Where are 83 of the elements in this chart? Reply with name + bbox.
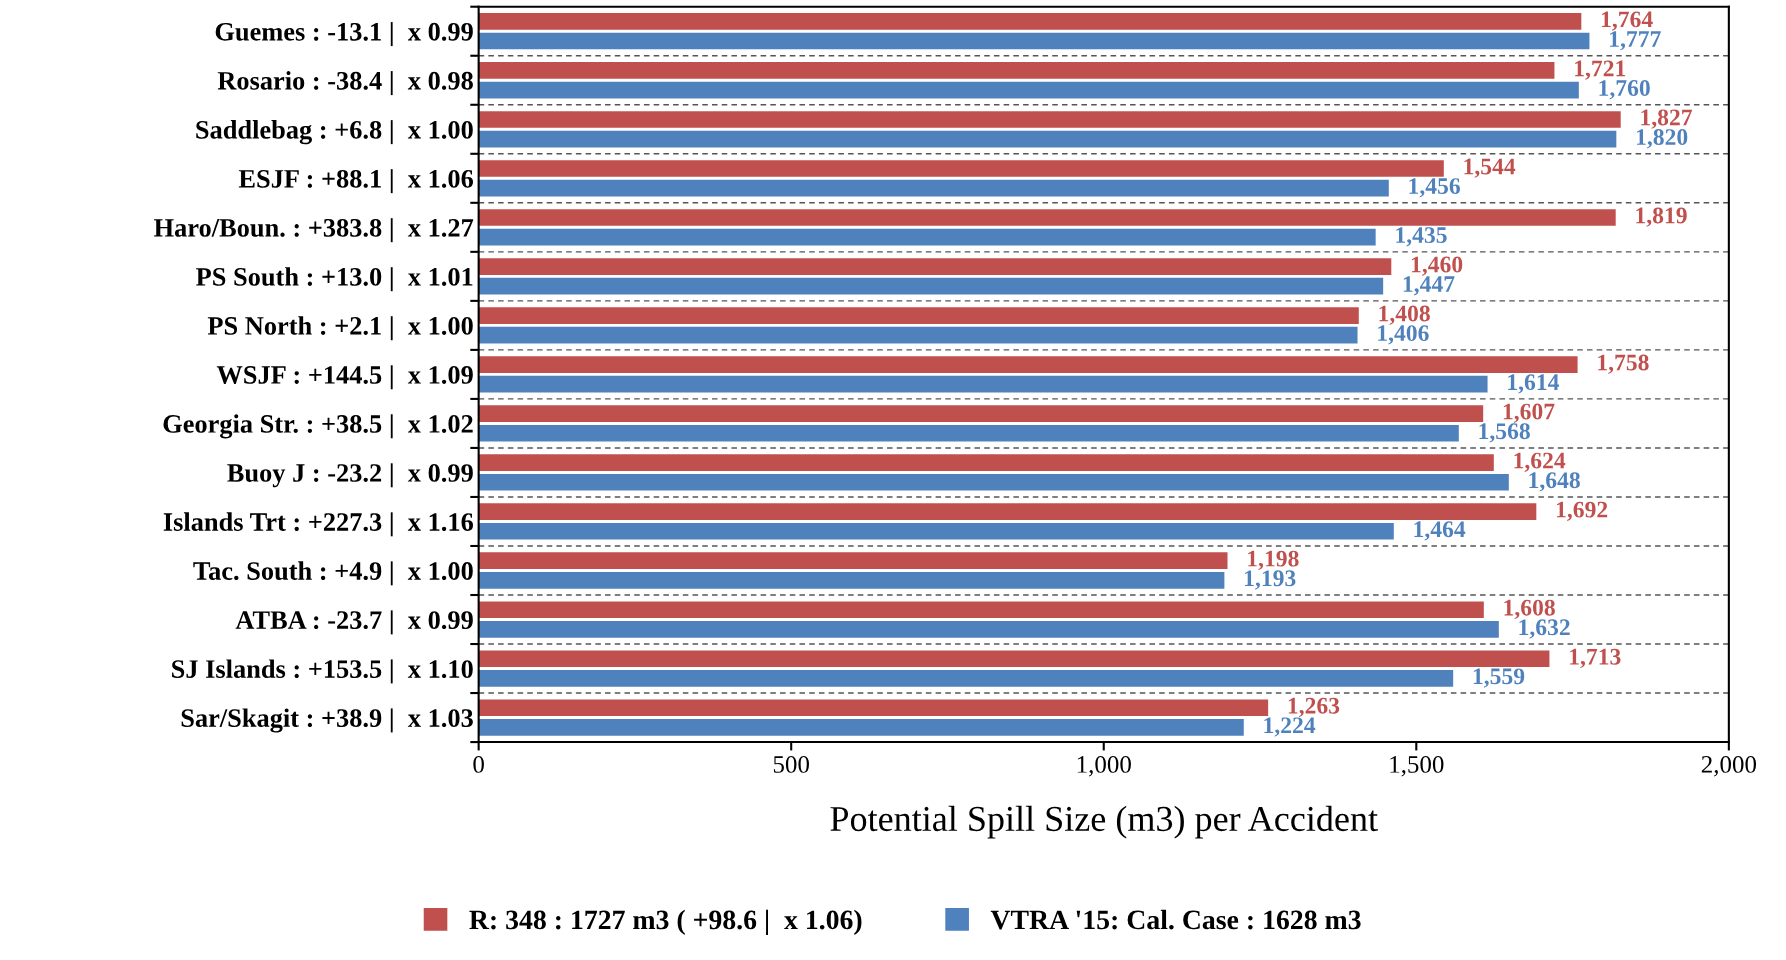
data-label: 1,464 <box>1414 521 1466 541</box>
data-label: 1,456 <box>1409 178 1460 198</box>
data-label: 1,608 <box>1504 599 1555 620</box>
bar <box>478 405 1484 422</box>
data-label: 1,193 <box>1245 570 1296 590</box>
y-tick-label: Buoy J : -23.2 | x 0.99 <box>227 463 473 488</box>
x-tick-label: 500 <box>773 756 809 773</box>
y-tick-label: PS North : +2.1 | x 1.00 <box>207 316 473 341</box>
y-tick-label: ESJF : +88.1 | x 1.06 <box>238 169 474 194</box>
bar <box>478 670 1454 687</box>
bar <box>478 13 1582 30</box>
y-tick-label: Islands Trt : +227.3 | x 1.16 <box>163 512 474 537</box>
x-tick-label: 2,000 <box>1701 756 1757 777</box>
y-tick-label: Saddlebag : +6.8 | x 1.00 <box>196 120 473 145</box>
data-label: 1,559 <box>1473 668 1525 688</box>
bar <box>478 473 1509 491</box>
y-tick-label: PS South : +13.0 | x 1.01 <box>196 267 473 292</box>
y-tick-label: Haro/Boun. : +383.8 | x 1.27 <box>154 218 474 243</box>
y-tick-label: Sar/Skagit : +38.9 | x 1.03 <box>181 708 473 733</box>
bar <box>478 307 1359 324</box>
bar <box>478 454 1494 471</box>
bar <box>478 62 1555 79</box>
bar <box>478 160 1444 177</box>
bar <box>478 326 1358 344</box>
y-tick-label: Guemes : -13.1 | x 0.99 <box>215 22 473 47</box>
data-label: 1,721 <box>1575 60 1626 80</box>
data-label: 1,224 <box>1264 717 1316 737</box>
data-label: 1,263 <box>1288 697 1340 718</box>
bar <box>478 571 1225 589</box>
data-label: 1,408 <box>1379 305 1430 325</box>
bar <box>478 209 1616 226</box>
data-label: 1,758 <box>1598 354 1649 374</box>
data-label: 1,460 <box>1411 256 1463 276</box>
x-tick-label: 0 <box>473 756 484 773</box>
bar <box>478 356 1578 373</box>
y-tick-label: SJ Islands : +153.5 | x 1.10 <box>172 659 473 684</box>
bar <box>478 620 1499 638</box>
bar <box>478 32 1590 50</box>
data-label: 1,607 <box>1503 403 1555 423</box>
x-axis-title: Potential Spill Size (m3) per Accident <box>830 805 1378 839</box>
x-tick-label: 1,000 <box>1077 756 1131 777</box>
bar <box>478 552 1228 570</box>
bar <box>478 699 1269 717</box>
bar <box>478 424 1459 442</box>
data-label: 1,198 <box>1248 550 1299 571</box>
data-label: 1,777 <box>1610 31 1661 51</box>
bar <box>478 375 1488 393</box>
bar <box>478 277 1384 295</box>
data-label: 1,435 <box>1396 227 1447 247</box>
bar <box>478 111 1621 128</box>
bar <box>478 719 1244 736</box>
bar <box>478 503 1537 520</box>
data-label: 1,827 <box>1641 109 1693 129</box>
bar <box>478 258 1392 275</box>
data-label: 1,614 <box>1508 374 1559 394</box>
legend-label: R: 348 : 1727 m3 ( +98.6 | x 1.06) <box>469 909 862 935</box>
data-label: 1,544 <box>1464 158 1516 178</box>
data-label: 1,447 <box>1403 276 1455 296</box>
x-tick-label: 1,500 <box>1390 756 1444 777</box>
bar <box>478 81 1579 99</box>
data-label: 1,624 <box>1514 452 1566 472</box>
y-tick-label: WSJF : +144.5 | x 1.09 <box>216 365 473 390</box>
bar <box>478 130 1617 148</box>
bar <box>478 179 1389 197</box>
data-label: 1,713 <box>1570 648 1621 669</box>
data-label: 1,632 <box>1519 619 1570 639</box>
y-tick-label: Rosario : -38.4 | x 0.98 <box>217 71 473 96</box>
legend-label: VTRA '15: Cal. Case : 1628 m3 <box>990 909 1361 930</box>
data-label: 1,764 <box>1601 11 1653 31</box>
bar <box>478 601 1484 619</box>
y-tick-label: Tac. South : +4.9 | x 1.00 <box>193 561 473 586</box>
y-tick-label: Georgia Str. : +38.5 | x 1.02 <box>163 414 473 439</box>
y-tick-label: ATBA : -23.7 | x 0.99 <box>235 610 473 635</box>
bar <box>478 522 1394 540</box>
data-label: 1,692 <box>1556 501 1608 521</box>
bar <box>478 228 1376 246</box>
data-label: 1,568 <box>1479 423 1530 443</box>
data-label: 1,648 <box>1529 472 1580 492</box>
bar <box>478 650 1550 668</box>
data-label: 1,760 <box>1599 80 1650 100</box>
data-label: 1,820 <box>1636 129 1688 149</box>
data-label: 1,406 <box>1378 325 1429 345</box>
data-label: 1,819 <box>1636 207 1687 227</box>
